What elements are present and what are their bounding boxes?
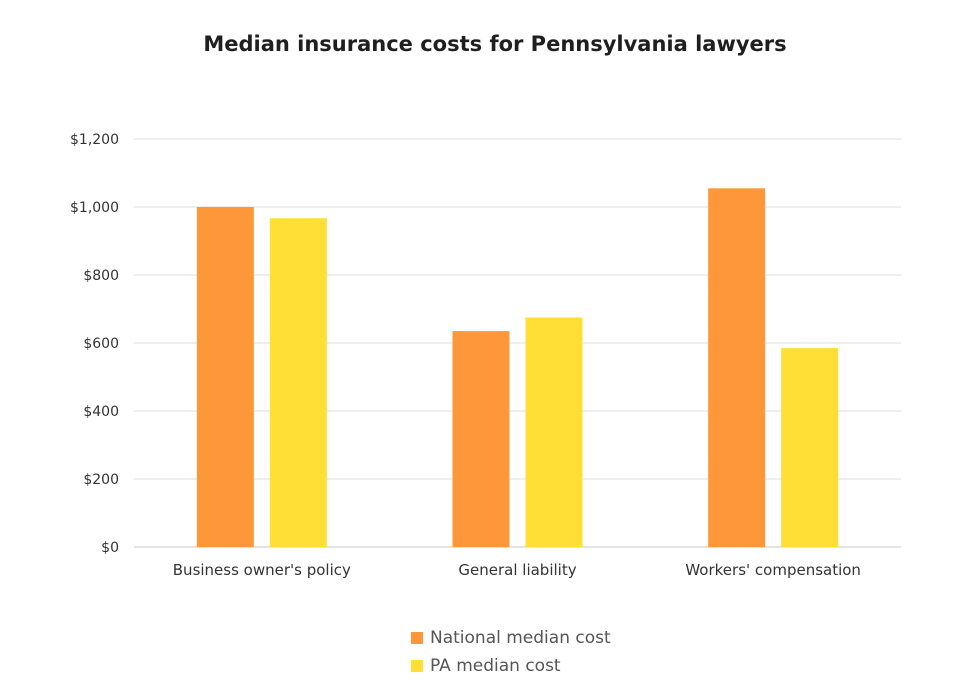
bar [525, 317, 583, 547]
y-axis-tick-labels: $0 $200 $400 $600 $800 $1,000 $1,200 [70, 132, 119, 556]
y-tick-label: $600 [83, 336, 119, 352]
bar [269, 218, 327, 547]
legend-swatch-national [411, 632, 423, 644]
legend-item-national: National median cost [411, 624, 611, 652]
x-category-label: General liability [458, 561, 576, 579]
y-tick-label: $400 [83, 404, 119, 420]
bar [708, 188, 766, 548]
bar [452, 331, 510, 547]
bar [196, 207, 254, 547]
y-tick-label: $0 [101, 540, 119, 556]
y-tick-label: $200 [83, 472, 119, 488]
legend: National median cost PA median cost [411, 624, 611, 680]
y-tick-label: $800 [83, 268, 119, 284]
bar [781, 348, 839, 547]
x-axis-category-labels: Business owner's policy General liability… [173, 561, 861, 579]
legend-item-pa: PA median cost [411, 652, 611, 680]
bars [196, 188, 839, 548]
legend-label-pa: PA median cost [430, 656, 561, 676]
legend-label-national: National median cost [430, 628, 611, 648]
chart-title: Median insurance costs for Pennsylvania … [203, 32, 787, 56]
x-category-label: Business owner's policy [173, 561, 351, 579]
gridlines [134, 138, 901, 548]
x-category-label: Workers' compensation [685, 561, 861, 579]
legend-swatch-pa [411, 660, 423, 672]
y-tick-label: $1,200 [70, 132, 119, 148]
y-tick-label: $1,000 [70, 200, 119, 216]
